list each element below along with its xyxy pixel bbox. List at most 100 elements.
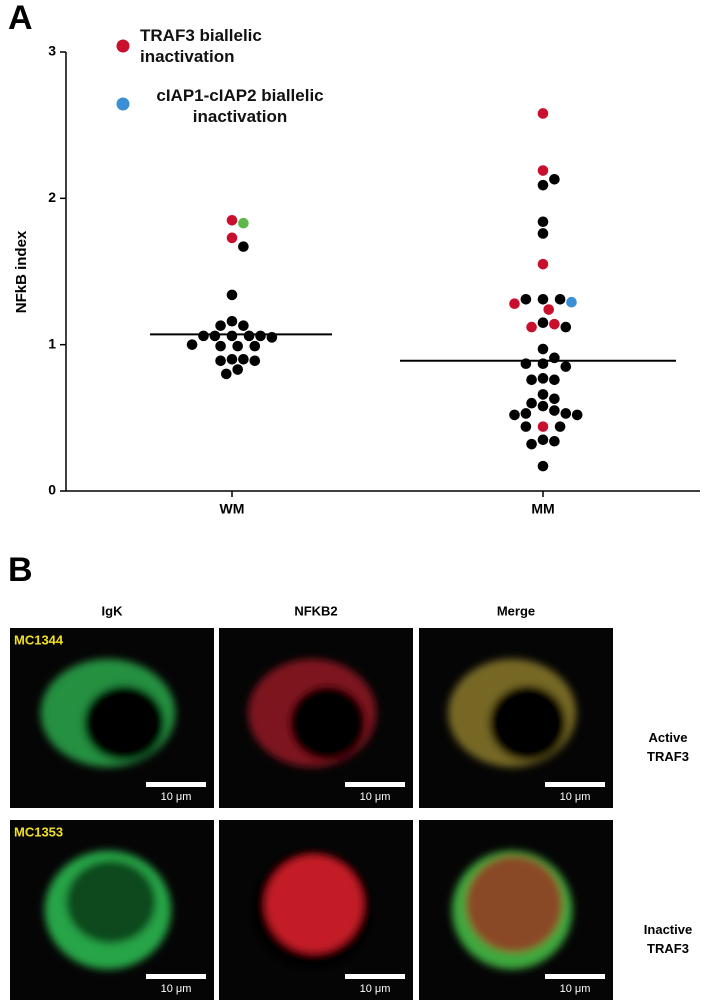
data-point [537, 108, 549, 119]
row-label: Active TRAF3 [647, 730, 689, 764]
cell [40, 659, 176, 767]
data-point [554, 421, 566, 432]
data-point [509, 298, 520, 309]
cell [248, 659, 377, 767]
data-point [537, 421, 549, 432]
data-point [238, 241, 249, 252]
scale-bar-label: 10 μm [161, 791, 192, 803]
row-label: Inactive TRAF3 [644, 922, 692, 956]
data-point [560, 361, 572, 372]
data-point [255, 330, 266, 342]
cell [448, 659, 577, 767]
data-point [537, 389, 549, 400]
data-point [549, 374, 560, 386]
data-point [537, 258, 549, 270]
data-point [226, 232, 238, 244]
y-axis-label: NFkB index [13, 230, 30, 313]
y-tick-label: 3 [48, 43, 56, 59]
cell [44, 850, 172, 970]
data-point [226, 330, 238, 342]
data-point [249, 355, 261, 367]
data-point [215, 340, 226, 352]
nucleus [288, 685, 367, 761]
scale-bar [146, 974, 206, 979]
data-point [537, 179, 549, 191]
scale-bar [545, 974, 605, 979]
scale-bar-label: 10 μm [161, 983, 192, 995]
scale-bar [545, 782, 605, 787]
data-point [232, 364, 243, 375]
data-point [238, 354, 249, 365]
data-point [215, 320, 226, 331]
data-point [520, 421, 532, 432]
cell [451, 850, 573, 970]
data-point [249, 340, 261, 352]
data-point [537, 165, 549, 176]
scale-bar [345, 974, 405, 979]
scale-bar-label: 10 μm [360, 983, 391, 995]
nucleus [488, 685, 567, 761]
data-point [226, 214, 238, 226]
y-tick-label: 0 [48, 482, 56, 498]
data-point [226, 354, 238, 365]
data-point [554, 294, 566, 305]
x-tick-label: WM [220, 501, 245, 517]
data-point [549, 393, 560, 405]
column-header: IgK [102, 603, 124, 618]
data-point [238, 217, 249, 229]
data-point [243, 330, 255, 342]
data-point [238, 320, 249, 331]
y-tick-label: 1 [48, 335, 56, 351]
cell [251, 850, 373, 970]
data-point [537, 317, 549, 329]
sample-label: MC1344 [14, 632, 64, 647]
data-point [537, 434, 549, 446]
data-point [198, 330, 209, 342]
data-point [543, 304, 554, 315]
legend-label: TRAF3 biallelic inactivation [140, 26, 262, 66]
nucleus [265, 855, 363, 953]
x-tick-label: MM [531, 501, 554, 517]
data-point [537, 216, 549, 228]
data-point [549, 174, 560, 185]
legend-marker [116, 39, 130, 53]
data-point [526, 321, 537, 333]
data-point [226, 289, 238, 301]
nucleus [465, 855, 563, 953]
legend-label: cIAP1-cIAP2 biallelic inactivation [156, 86, 324, 126]
panel-label: A [8, 0, 33, 37]
data-point [537, 294, 549, 305]
inner [66, 860, 156, 944]
panel-label: B [8, 551, 33, 589]
nucleus [83, 685, 166, 761]
data-point [526, 397, 537, 409]
data-point [520, 294, 532, 305]
data-point [549, 318, 560, 330]
sample-label: MC1353 [14, 824, 63, 839]
y-tick-label: 2 [48, 189, 56, 205]
data-point [520, 408, 532, 419]
data-point [537, 228, 549, 239]
column-header: NFKB2 [294, 603, 337, 618]
legend-marker [116, 97, 130, 111]
data-point [560, 321, 572, 333]
data-point [571, 409, 583, 421]
data-point [215, 355, 226, 367]
data-point [186, 339, 198, 350]
data-point [232, 340, 243, 352]
data-point [537, 343, 549, 355]
data-point [526, 374, 537, 386]
data-point [537, 400, 549, 412]
data-point [209, 330, 221, 342]
column-header: Merge [497, 603, 535, 618]
data-point [549, 405, 560, 416]
scale-bar [146, 782, 206, 787]
scale-bar-label: 10 μm [560, 791, 591, 803]
data-point [221, 368, 232, 380]
data-point [509, 409, 520, 421]
data-point [566, 296, 577, 308]
data-point [549, 435, 560, 447]
data-point [226, 315, 238, 327]
